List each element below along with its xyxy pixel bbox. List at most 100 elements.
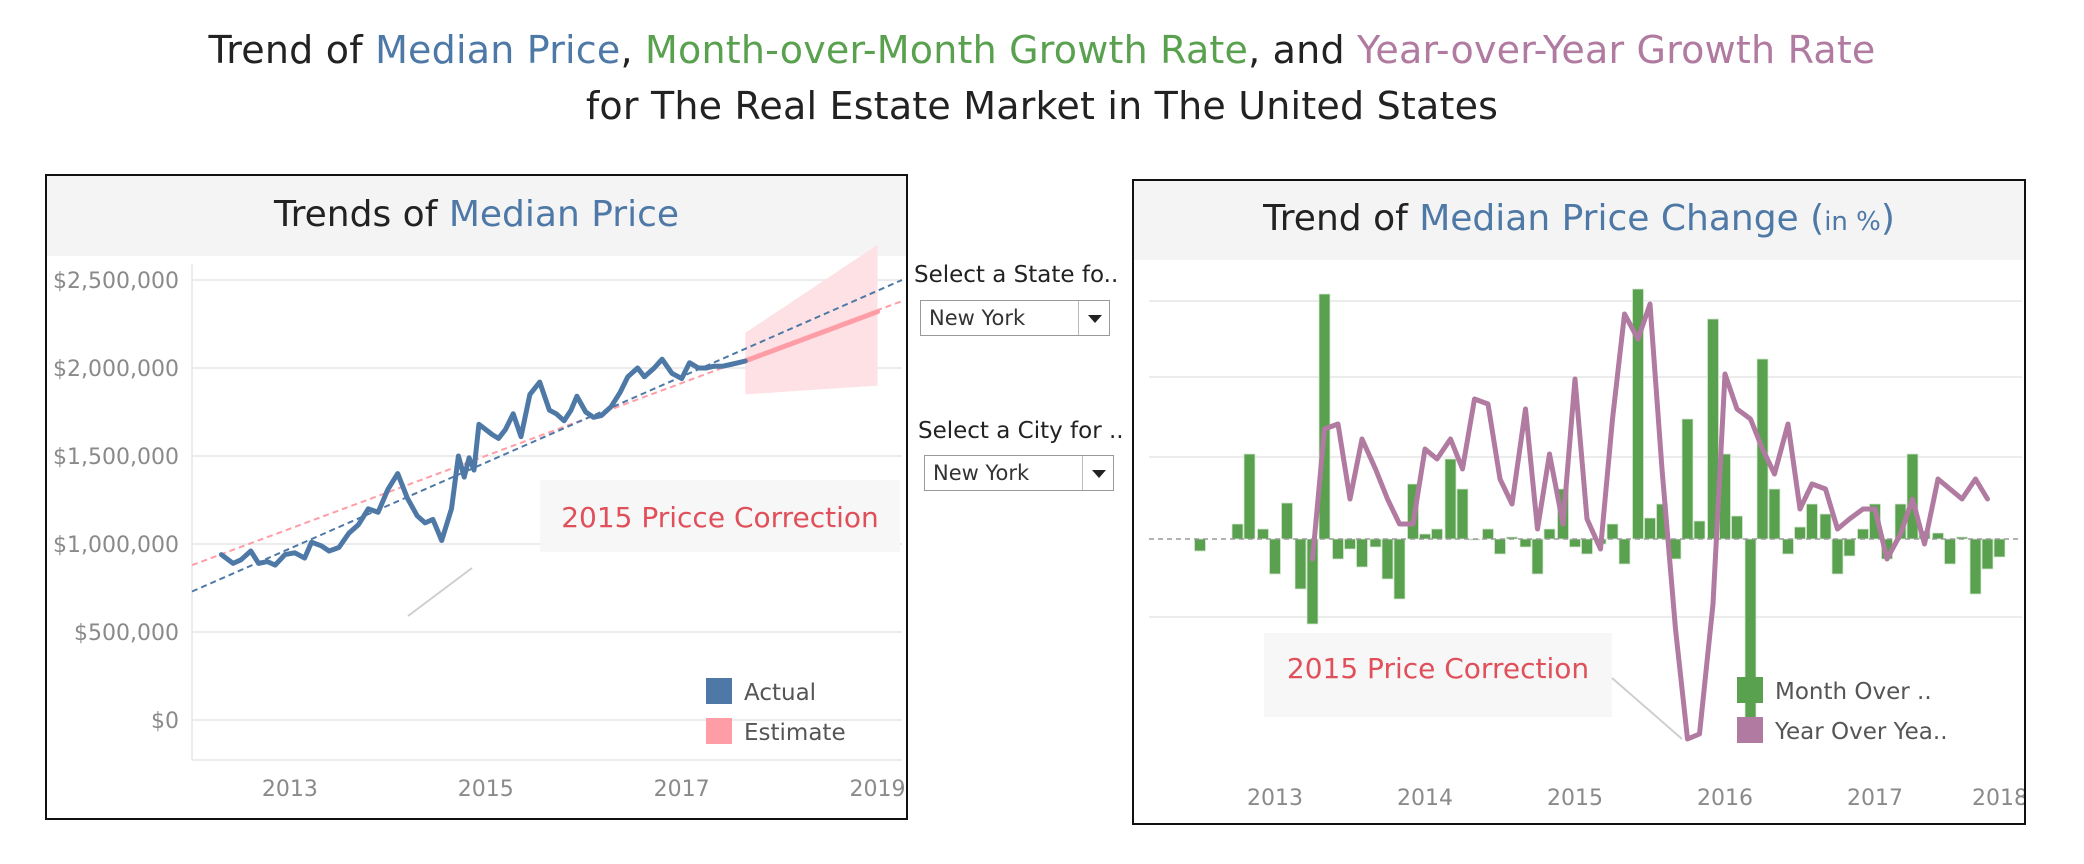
- mom-bar: [1381, 538, 1394, 580]
- legend-label-estimate: Estimate: [744, 720, 846, 746]
- y-tick-label: $500,000: [74, 621, 179, 646]
- x-tick-label: 2013: [1247, 786, 1303, 811]
- title-seg-mom: Month-over-Month Growth Rate: [645, 28, 1249, 72]
- x-tick-label: 2013: [262, 777, 318, 802]
- mom-bar: [1543, 528, 1556, 540]
- city-chevron-down-icon[interactable]: [1082, 456, 1113, 490]
- median-price-panel: Trends of Median Price $0 $500,000 $1,000,…: [45, 174, 908, 820]
- x-tick-label: 2017: [1847, 786, 1903, 811]
- title-seg-4: , and: [1248, 28, 1358, 72]
- title-seg-2: ,: [620, 28, 646, 72]
- mom-bar: [1782, 538, 1794, 555]
- annotation-box: [1264, 633, 1612, 717]
- mom-bar: [1707, 318, 1719, 540]
- mom-bar: [1857, 528, 1869, 540]
- mom-bar: [1318, 293, 1331, 540]
- state-chevron-down-icon[interactable]: [1078, 301, 1109, 335]
- mom-bar: [1519, 538, 1532, 548]
- price-change-panel: Trend of Median Price Change (in %) 2015…: [1132, 179, 2026, 825]
- mom-bar: [1693, 520, 1706, 540]
- price-change-header-colored: Median Price Change (: [1419, 198, 1825, 239]
- y-tick-label: $2,500,000: [53, 269, 179, 294]
- dashboard-title-line-1: Trend of Median Price, Month-over-Month …: [0, 28, 2084, 72]
- mom-bar: [1431, 528, 1443, 540]
- annotation-pointer: [1611, 677, 1683, 740]
- legend-swatch-actual: [706, 678, 732, 704]
- mom-bar: [1356, 538, 1368, 568]
- y-tick-label: $2,000,000: [53, 357, 179, 382]
- mom-bar: [1269, 538, 1281, 575]
- mom-bar: [1932, 532, 1944, 540]
- x-tick-label: 2019: [850, 777, 906, 802]
- mom-bar: [1981, 538, 1994, 570]
- y-tick-label: $0: [151, 709, 179, 734]
- yoy-line: [1310, 301, 1990, 742]
- mom-bar: [1944, 538, 1956, 565]
- x-tick-label: 2017: [654, 777, 710, 802]
- mom-bar: [1456, 488, 1469, 540]
- mom-bar: [1768, 488, 1781, 540]
- title-seg-yoy: Year-over-Year Growth Rate: [1357, 28, 1876, 72]
- annotation-box: [540, 480, 900, 552]
- price-change-chart[interactable]: 2015 Price Correction 2013 2014 2015 2016 201…: [1134, 181, 2024, 823]
- mom-bar: [1257, 528, 1269, 540]
- price-change-header-close: ): [1880, 198, 1895, 239]
- mom-bar: [1819, 513, 1832, 540]
- mom-bar: [1969, 538, 1982, 595]
- x-tick-label: 2014: [1397, 786, 1453, 811]
- state-filter-dropdown[interactable]: New York: [920, 300, 1110, 336]
- price-change-header-plain: Trend of: [1263, 198, 1420, 239]
- mom-bar: [1731, 515, 1743, 540]
- annotation-label: 2015 Pricce Correction: [561, 501, 879, 534]
- mom-bar: [1531, 538, 1544, 575]
- city-filter-dropdown[interactable]: New York: [924, 455, 1114, 491]
- mom-bar: [1344, 538, 1356, 550]
- mom-bar: [1393, 538, 1406, 600]
- city-filter-label: Select a City for ..: [918, 418, 1124, 444]
- mom-bar: [1744, 538, 1757, 741]
- legend-label-mom: Month Over ..: [1775, 679, 1932, 705]
- mom-bar: [1369, 538, 1382, 548]
- mom-bar: [1231, 523, 1244, 540]
- mom-bar: [1993, 538, 2006, 558]
- mom-bar: [1581, 538, 1593, 555]
- city-filter-value: New York: [933, 461, 1030, 485]
- state-filter-value: New York: [929, 306, 1026, 330]
- title-seg-median-price: Median Price: [375, 28, 621, 72]
- mom-bar: [1444, 458, 1457, 540]
- annotation-label: 2015 Price Correction: [1287, 652, 1589, 685]
- annotation-pointer: [407, 567, 473, 617]
- mom-bar: [1618, 538, 1631, 565]
- x-tick-label: 2015: [458, 777, 514, 802]
- x-tick-label: 2015: [1547, 786, 1603, 811]
- median-price-chart[interactable]: $0 $500,000 $1,000,000 $1,500,000 $2,000,000…: [47, 176, 906, 818]
- median-price-header-colored: Median Price: [448, 194, 680, 235]
- legend-swatch-mom: [1737, 677, 1763, 703]
- mom-bar: [1482, 528, 1494, 540]
- mom-bar: [1794, 526, 1806, 540]
- mom-bar: [1644, 517, 1656, 540]
- median-price-header: Trends of Median Price: [47, 176, 906, 256]
- legend-swatch-yoy: [1737, 717, 1763, 743]
- mom-bar: [1494, 538, 1506, 555]
- mom-bar: [1281, 502, 1293, 540]
- mom-bar: [1831, 538, 1844, 575]
- estimate-line: [742, 309, 881, 364]
- mom-bar: [1843, 538, 1856, 557]
- mom-bar: [1569, 538, 1581, 548]
- legend-label-yoy: Year Over Yea..: [1774, 719, 1948, 745]
- price-change-header-unit: in %: [1824, 207, 1881, 237]
- mom-bar: [1606, 523, 1619, 540]
- price-change-header: Trend of Median Price Change (in %): [1134, 181, 2024, 260]
- x-tick-label: 2016: [1697, 786, 1753, 811]
- mom-bar: [1294, 538, 1307, 590]
- mom-bar: [1332, 538, 1344, 560]
- actual-price-line: [218, 356, 748, 568]
- legend-swatch-estimate: [706, 718, 732, 744]
- mom-bar: [1243, 453, 1256, 540]
- state-filter-label: Select a State fo..: [914, 262, 1119, 288]
- legend-label-actual: Actual: [744, 680, 816, 706]
- title-seg-0: Trend of: [208, 28, 376, 72]
- mom-bar: [1681, 418, 1694, 540]
- median-price-header-plain: Trends of: [273, 194, 449, 235]
